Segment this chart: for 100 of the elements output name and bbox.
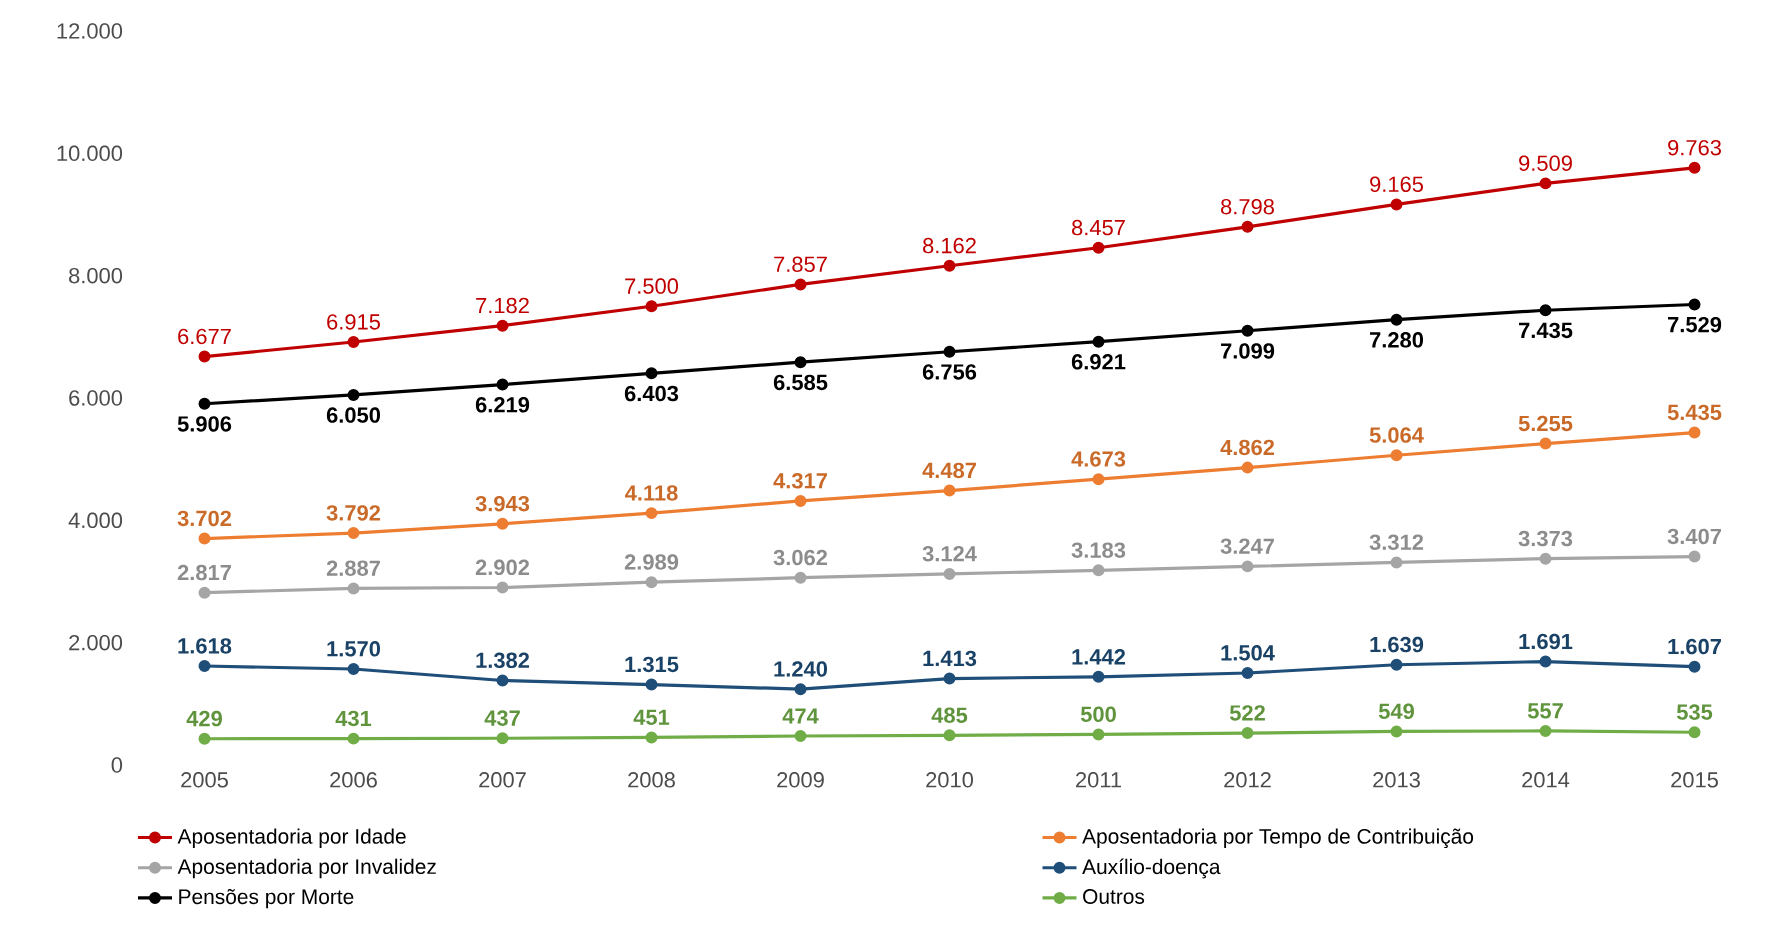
data-label: 4.118 — [625, 485, 678, 501]
point — [1688, 726, 1701, 739]
data-label: 3.792 — [326, 505, 381, 521]
x-tick-label: 2009 — [777, 772, 824, 788]
point — [1390, 725, 1403, 738]
point — [1241, 461, 1254, 474]
data-label: 4.862 — [1220, 439, 1275, 456]
point — [496, 378, 509, 391]
data-label: 6.921 — [1071, 354, 1126, 370]
data-label: 3.702 — [177, 510, 232, 527]
y-tick-label: 10.000 — [57, 145, 123, 162]
data-label: 3.373 — [1518, 530, 1573, 547]
point — [496, 732, 509, 745]
x-tick-label: 2012 — [1224, 772, 1271, 788]
point — [198, 397, 211, 410]
data-label: 4.673 — [1071, 451, 1126, 467]
point — [1539, 177, 1552, 190]
legend-label: Aposentadoria por Idade — [177, 828, 406, 848]
point — [496, 581, 509, 594]
data-label: 535 — [1676, 704, 1713, 720]
legend-label: Auxílio-doença — [1082, 858, 1221, 879]
point — [943, 567, 956, 580]
data-label: 500 — [1080, 706, 1116, 723]
point — [794, 571, 807, 584]
point — [1241, 324, 1254, 337]
point — [1688, 298, 1701, 311]
legend-label: Outros — [1083, 889, 1145, 904]
data-label: 1.618 — [178, 638, 232, 654]
data-label: 2.887 — [326, 560, 380, 577]
data-label: 431 — [335, 710, 372, 727]
legend-label: Aposentadoria por Invalidez — [177, 858, 436, 879]
point — [347, 662, 360, 675]
point — [794, 278, 807, 291]
data-label: 7.529 — [1668, 316, 1722, 333]
point — [1241, 560, 1254, 573]
legend-label: Aposentadoria por Tempo de Contribuição — [1082, 828, 1474, 849]
data-label: 451 — [633, 709, 670, 726]
point — [1688, 660, 1701, 673]
data-label: 8.457 — [1072, 219, 1125, 236]
point — [1092, 670, 1105, 683]
data-label: 1.504 — [1221, 645, 1275, 661]
point — [1390, 198, 1403, 211]
x-tick-label: 2007 — [479, 772, 526, 788]
data-label: 3.407 — [1667, 528, 1721, 545]
data-label: 7.857 — [774, 256, 827, 273]
data-label: 7.099 — [1221, 343, 1275, 359]
data-label: 437 — [484, 710, 520, 726]
data-label: 6.403 — [624, 385, 679, 402]
point — [1241, 667, 1254, 679]
point — [645, 300, 658, 313]
point — [645, 576, 658, 589]
y-tick-label: 6.000 — [69, 390, 123, 406]
point — [347, 388, 360, 401]
x-tick-label: 2010 — [926, 772, 973, 788]
data-label: 7.182 — [476, 297, 529, 314]
point — [198, 532, 211, 545]
point — [794, 356, 807, 369]
y-tick-label: 0 — [111, 757, 123, 773]
point — [1539, 304, 1552, 317]
x-tick-label: 2005 — [181, 772, 228, 788]
data-label: 6.915 — [327, 314, 380, 330]
data-label: 6.050 — [326, 407, 381, 423]
point — [1092, 473, 1105, 486]
point — [347, 582, 360, 595]
data-label: 3.312 — [1369, 534, 1424, 551]
data-label: 6.756 — [922, 364, 977, 380]
y-tick-label: 8.000 — [69, 267, 123, 284]
point — [1539, 552, 1552, 565]
data-label: 8.162 — [923, 237, 976, 254]
data-label: 3.943 — [475, 495, 530, 512]
point — [1539, 724, 1552, 737]
point — [496, 517, 509, 530]
data-label: 2.989 — [624, 554, 679, 570]
point — [1688, 550, 1701, 563]
point — [943, 672, 956, 685]
data-label: 1.240 — [774, 661, 828, 677]
point — [198, 660, 211, 673]
point — [1092, 564, 1105, 577]
data-label: 9.165 — [1370, 176, 1423, 193]
data-label: 1.382 — [476, 652, 530, 669]
data-label: 549 — [1378, 703, 1414, 720]
point — [1390, 658, 1403, 671]
point — [1092, 728, 1105, 741]
x-tick-label: 2008 — [628, 772, 675, 788]
y-tick-label: 2.000 — [69, 634, 123, 651]
point — [943, 729, 956, 742]
data-label: 3.183 — [1071, 542, 1126, 558]
data-label: 5.435 — [1667, 404, 1722, 421]
data-label: 6.585 — [773, 374, 828, 391]
point — [347, 732, 360, 745]
point — [198, 586, 211, 599]
data-label: 4.317 — [773, 473, 827, 489]
point — [1390, 556, 1403, 569]
point — [943, 345, 956, 358]
point — [198, 350, 211, 363]
y-tick-label: 12.000 — [57, 23, 123, 39]
point — [347, 336, 360, 349]
point — [645, 367, 658, 380]
data-label: 3.062 — [773, 549, 828, 566]
point — [645, 678, 658, 691]
